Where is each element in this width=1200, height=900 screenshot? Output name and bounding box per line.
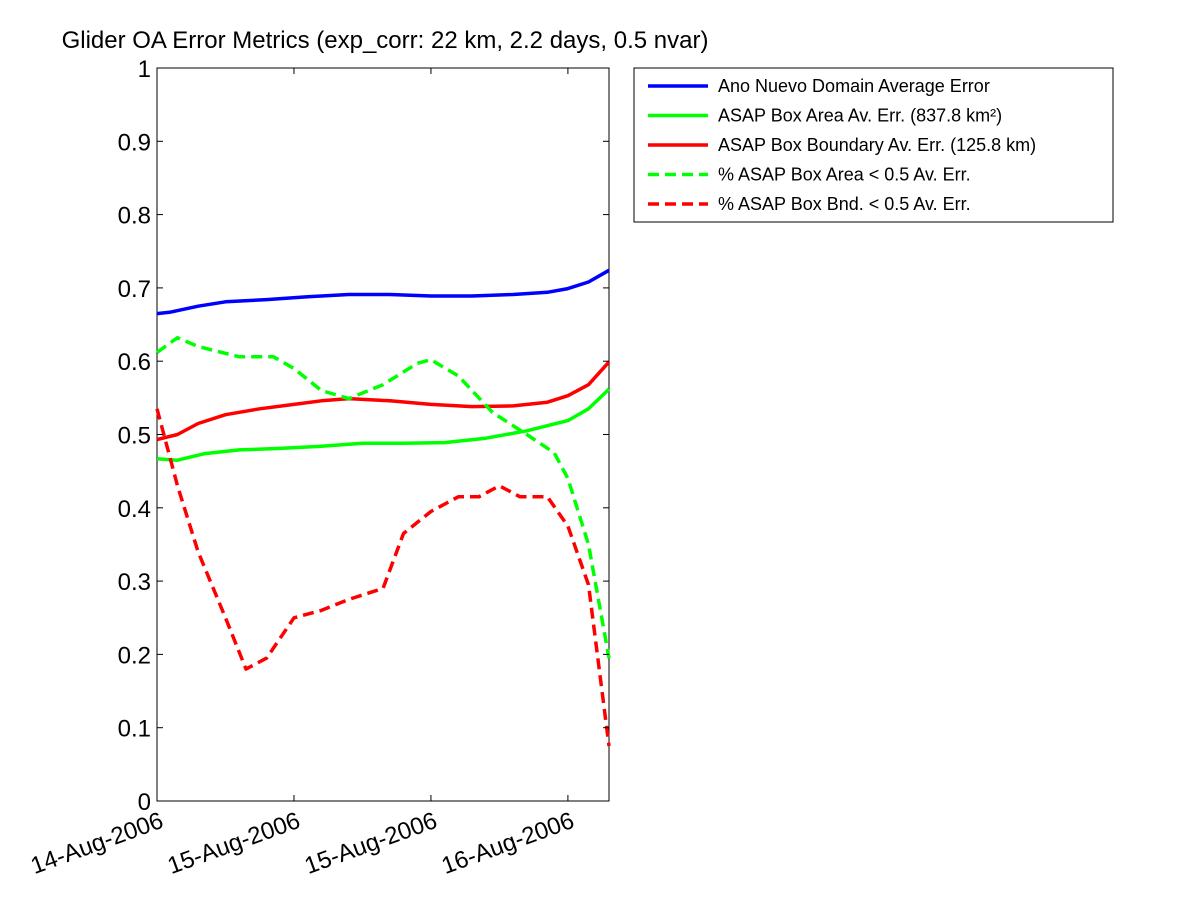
y-tick-label: 1 xyxy=(138,56,151,83)
series-layer xyxy=(155,268,611,747)
series-line-2 xyxy=(156,387,611,462)
x-tick-label: 16-Aug-2006 xyxy=(438,807,578,880)
y-tick-label: 0.3 xyxy=(118,569,151,596)
y-tick-label: 0.2 xyxy=(118,642,151,669)
legend-box xyxy=(633,67,1114,223)
y-tick-label: 0.4 xyxy=(118,496,151,523)
y-tick-label: 0.9 xyxy=(118,129,151,156)
plot-frame xyxy=(156,67,610,802)
legend-label: % ASAP Box Area < 0.5 Av. Err. xyxy=(718,165,971,185)
x-tick-label: 15-Aug-2006 xyxy=(301,807,441,880)
legend-label: Ano Nuevo Domain Average Error xyxy=(718,76,990,96)
legend-label: % ASAP Box Bnd. < 0.5 Av. Err. xyxy=(718,194,971,214)
series-line-4 xyxy=(155,335,611,659)
series-line-1 xyxy=(156,268,610,316)
chart-title: Glider OA Error Metrics (exp_corr: 22 km… xyxy=(62,27,709,54)
x-tick-label: 15-Aug-2006 xyxy=(164,807,304,880)
y-tick-label: 0 xyxy=(138,789,151,816)
series-line-5 xyxy=(155,408,611,747)
y-tick-label: 0.1 xyxy=(118,716,151,743)
legend-label: ASAP Box Area Av. Err. (837.8 km²) xyxy=(718,106,1002,126)
y-tick-label: 0.7 xyxy=(118,276,151,303)
legend-items: Ano Nuevo Domain Average Error ASAP Box A… xyxy=(648,76,1036,214)
legend-label: ASAP Box Boundary Av. Err. (125.8 km) xyxy=(718,135,1036,155)
y-tick-label: 0.5 xyxy=(118,423,151,450)
plot-area: 0 0.1 0.2 0.3 0.4 0.5 0.6 0.7 0.8 0.9 1 14-Aug-200… xyxy=(27,56,611,880)
x-tick-label: 14-Aug-2006 xyxy=(27,807,167,880)
y-tick-label: 0.8 xyxy=(118,203,151,230)
series-line-3 xyxy=(156,360,611,442)
y-tick-label: 0.6 xyxy=(118,349,151,376)
legend: Ano Nuevo Domain Average Error ASAP Box A… xyxy=(633,67,1114,223)
y-axis: 0 0.1 0.2 0.3 0.4 0.5 0.6 0.7 0.8 0.9 1 xyxy=(118,56,609,816)
